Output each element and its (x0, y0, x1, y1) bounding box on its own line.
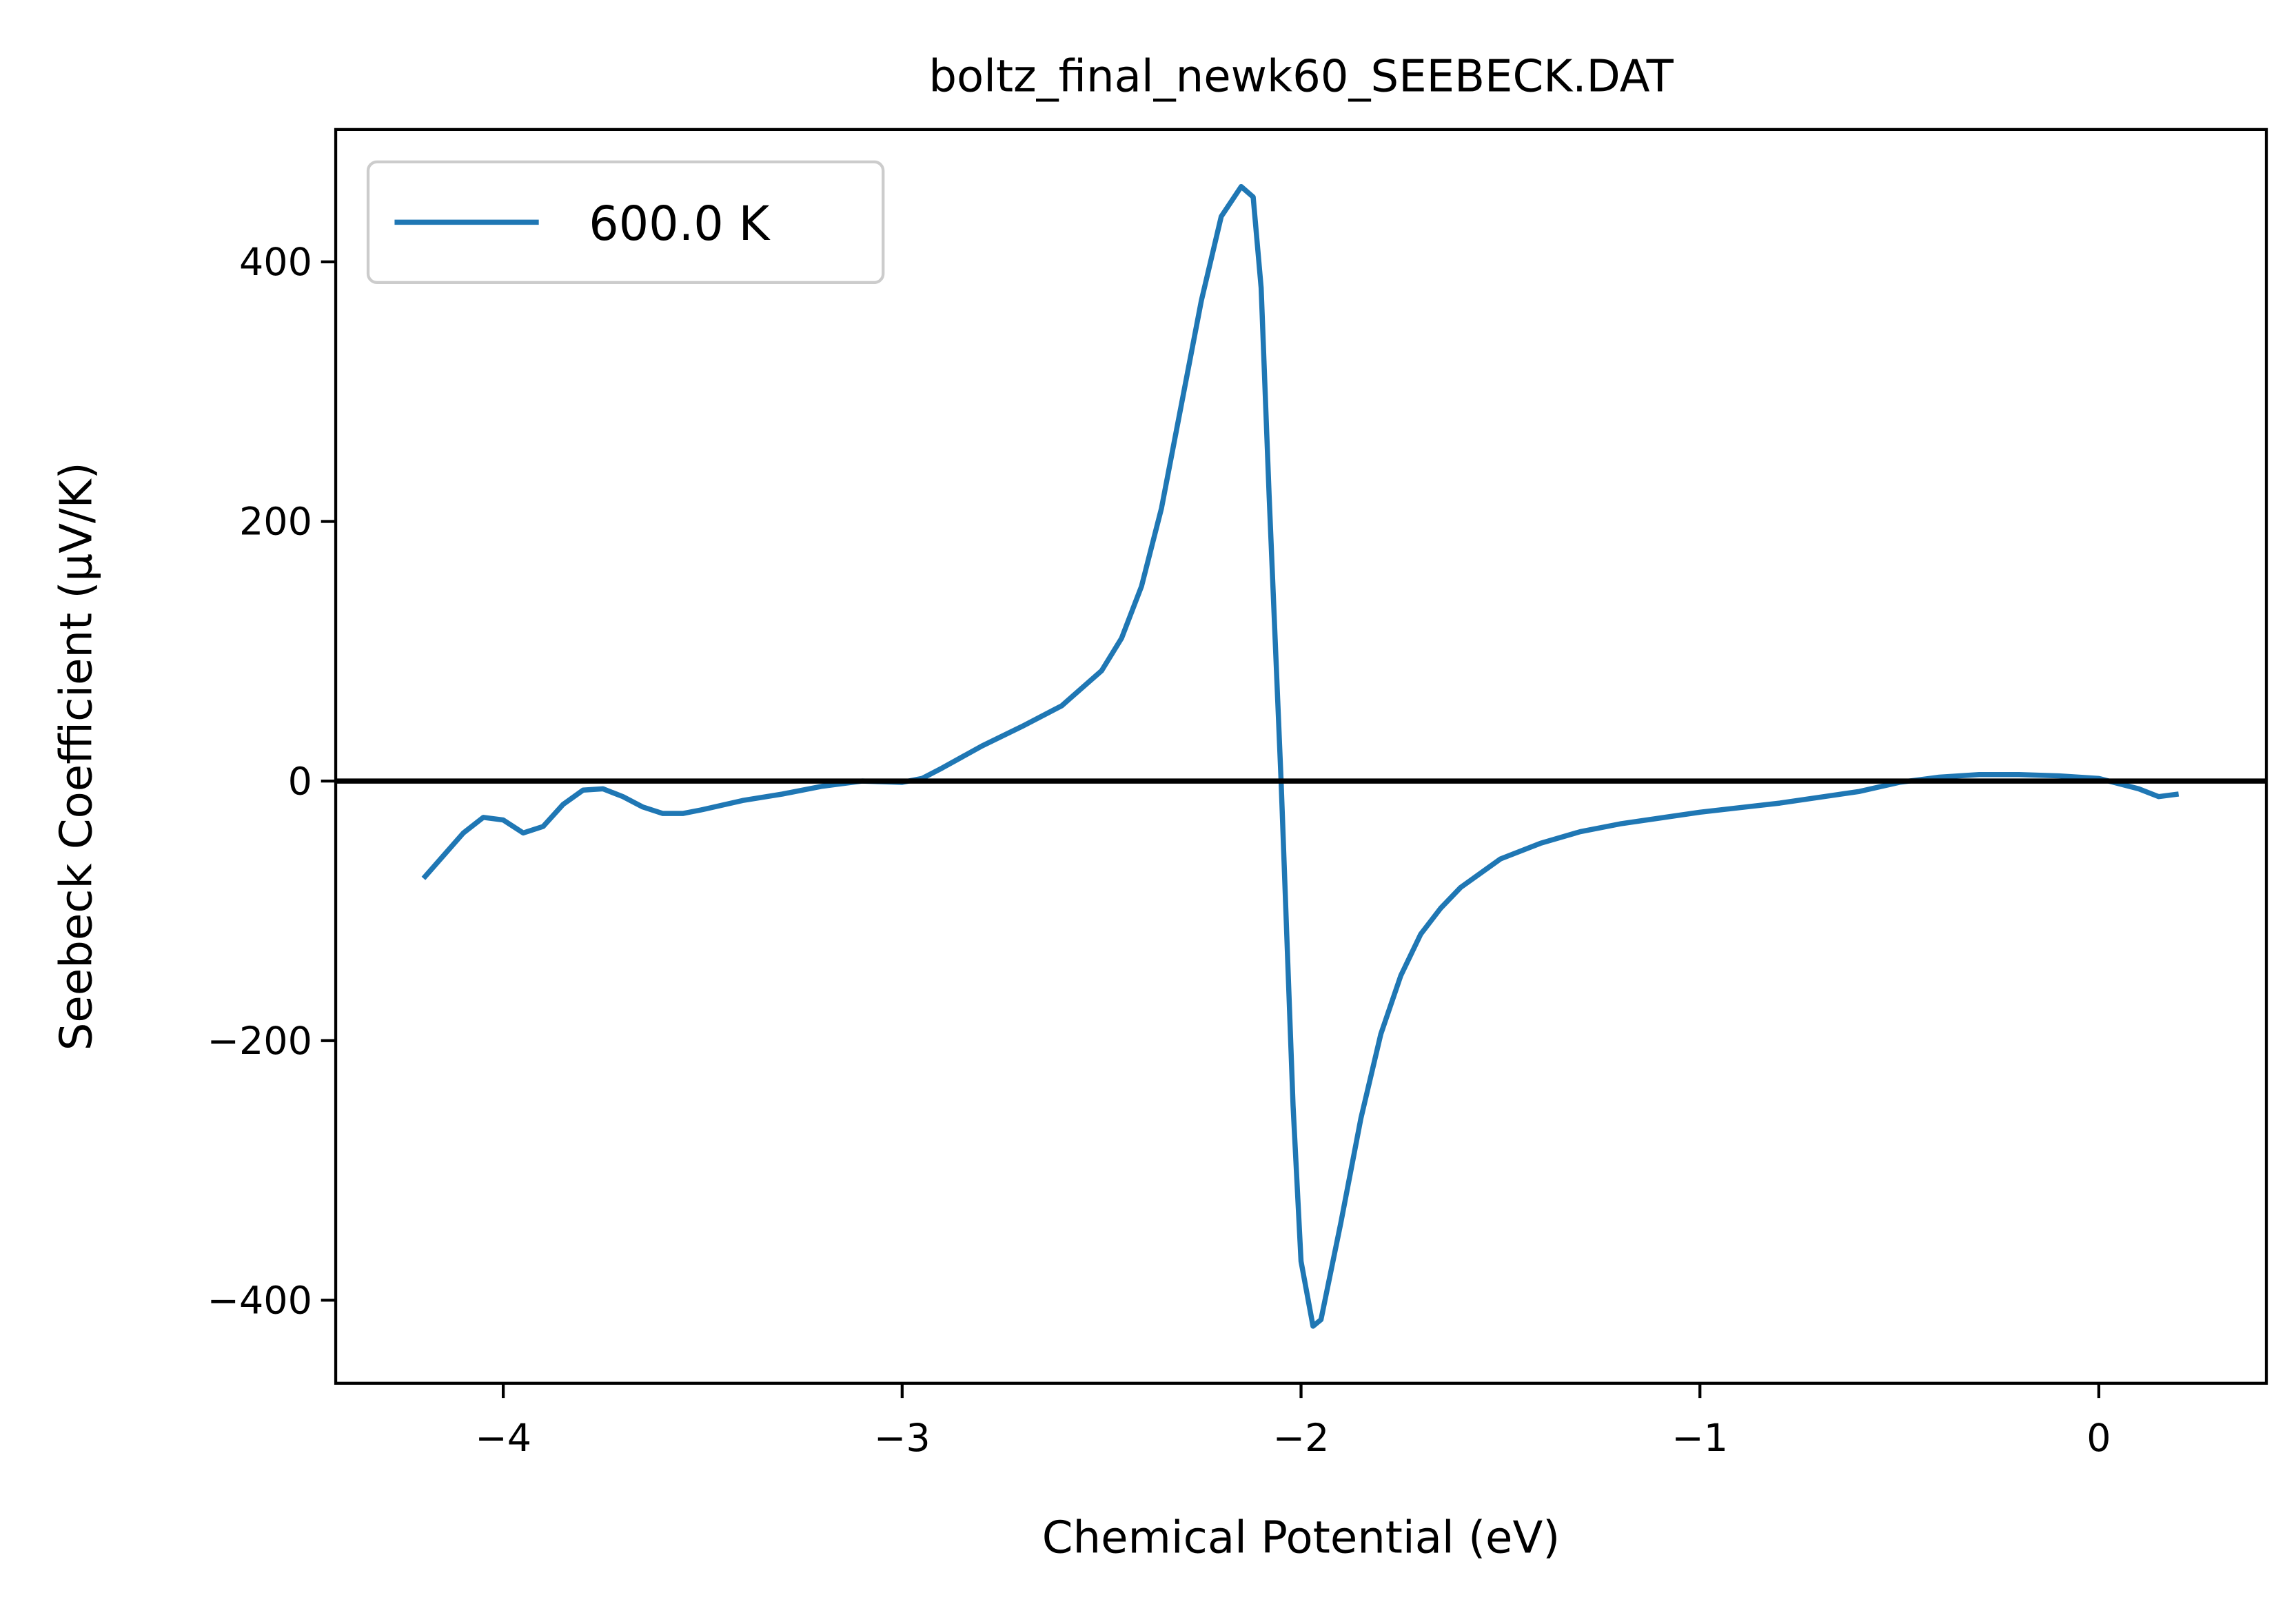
chart-title: boltz_final_newk60_SEEBECK.DAT (928, 51, 1674, 102)
y-tick-label: 200 (239, 500, 312, 545)
x-tick-label: −3 (874, 1416, 931, 1461)
legend-box (366, 160, 885, 285)
series-line (421, 183, 2180, 1329)
legend-label: 600.0 K (589, 197, 771, 252)
y-tick-label: 0 (288, 759, 312, 804)
x-tick-label: −1 (1672, 1416, 1728, 1461)
plot-frame (334, 128, 2268, 1385)
x-tick-label: 0 (2086, 1416, 2111, 1461)
legend: 600.0 K (366, 160, 885, 285)
y-tick-label: 400 (239, 240, 312, 285)
x-tick-label: −4 (475, 1416, 531, 1461)
y-tick-label: −200 (207, 1019, 312, 1064)
y-axis-label: Seebeck Coefficient (μV/K) (52, 462, 103, 1050)
y-tick-label: −400 (207, 1278, 312, 1323)
x-axis-label: Chemical Potential (eV) (1042, 1512, 1560, 1563)
x-tick-label: −2 (1273, 1416, 1330, 1461)
